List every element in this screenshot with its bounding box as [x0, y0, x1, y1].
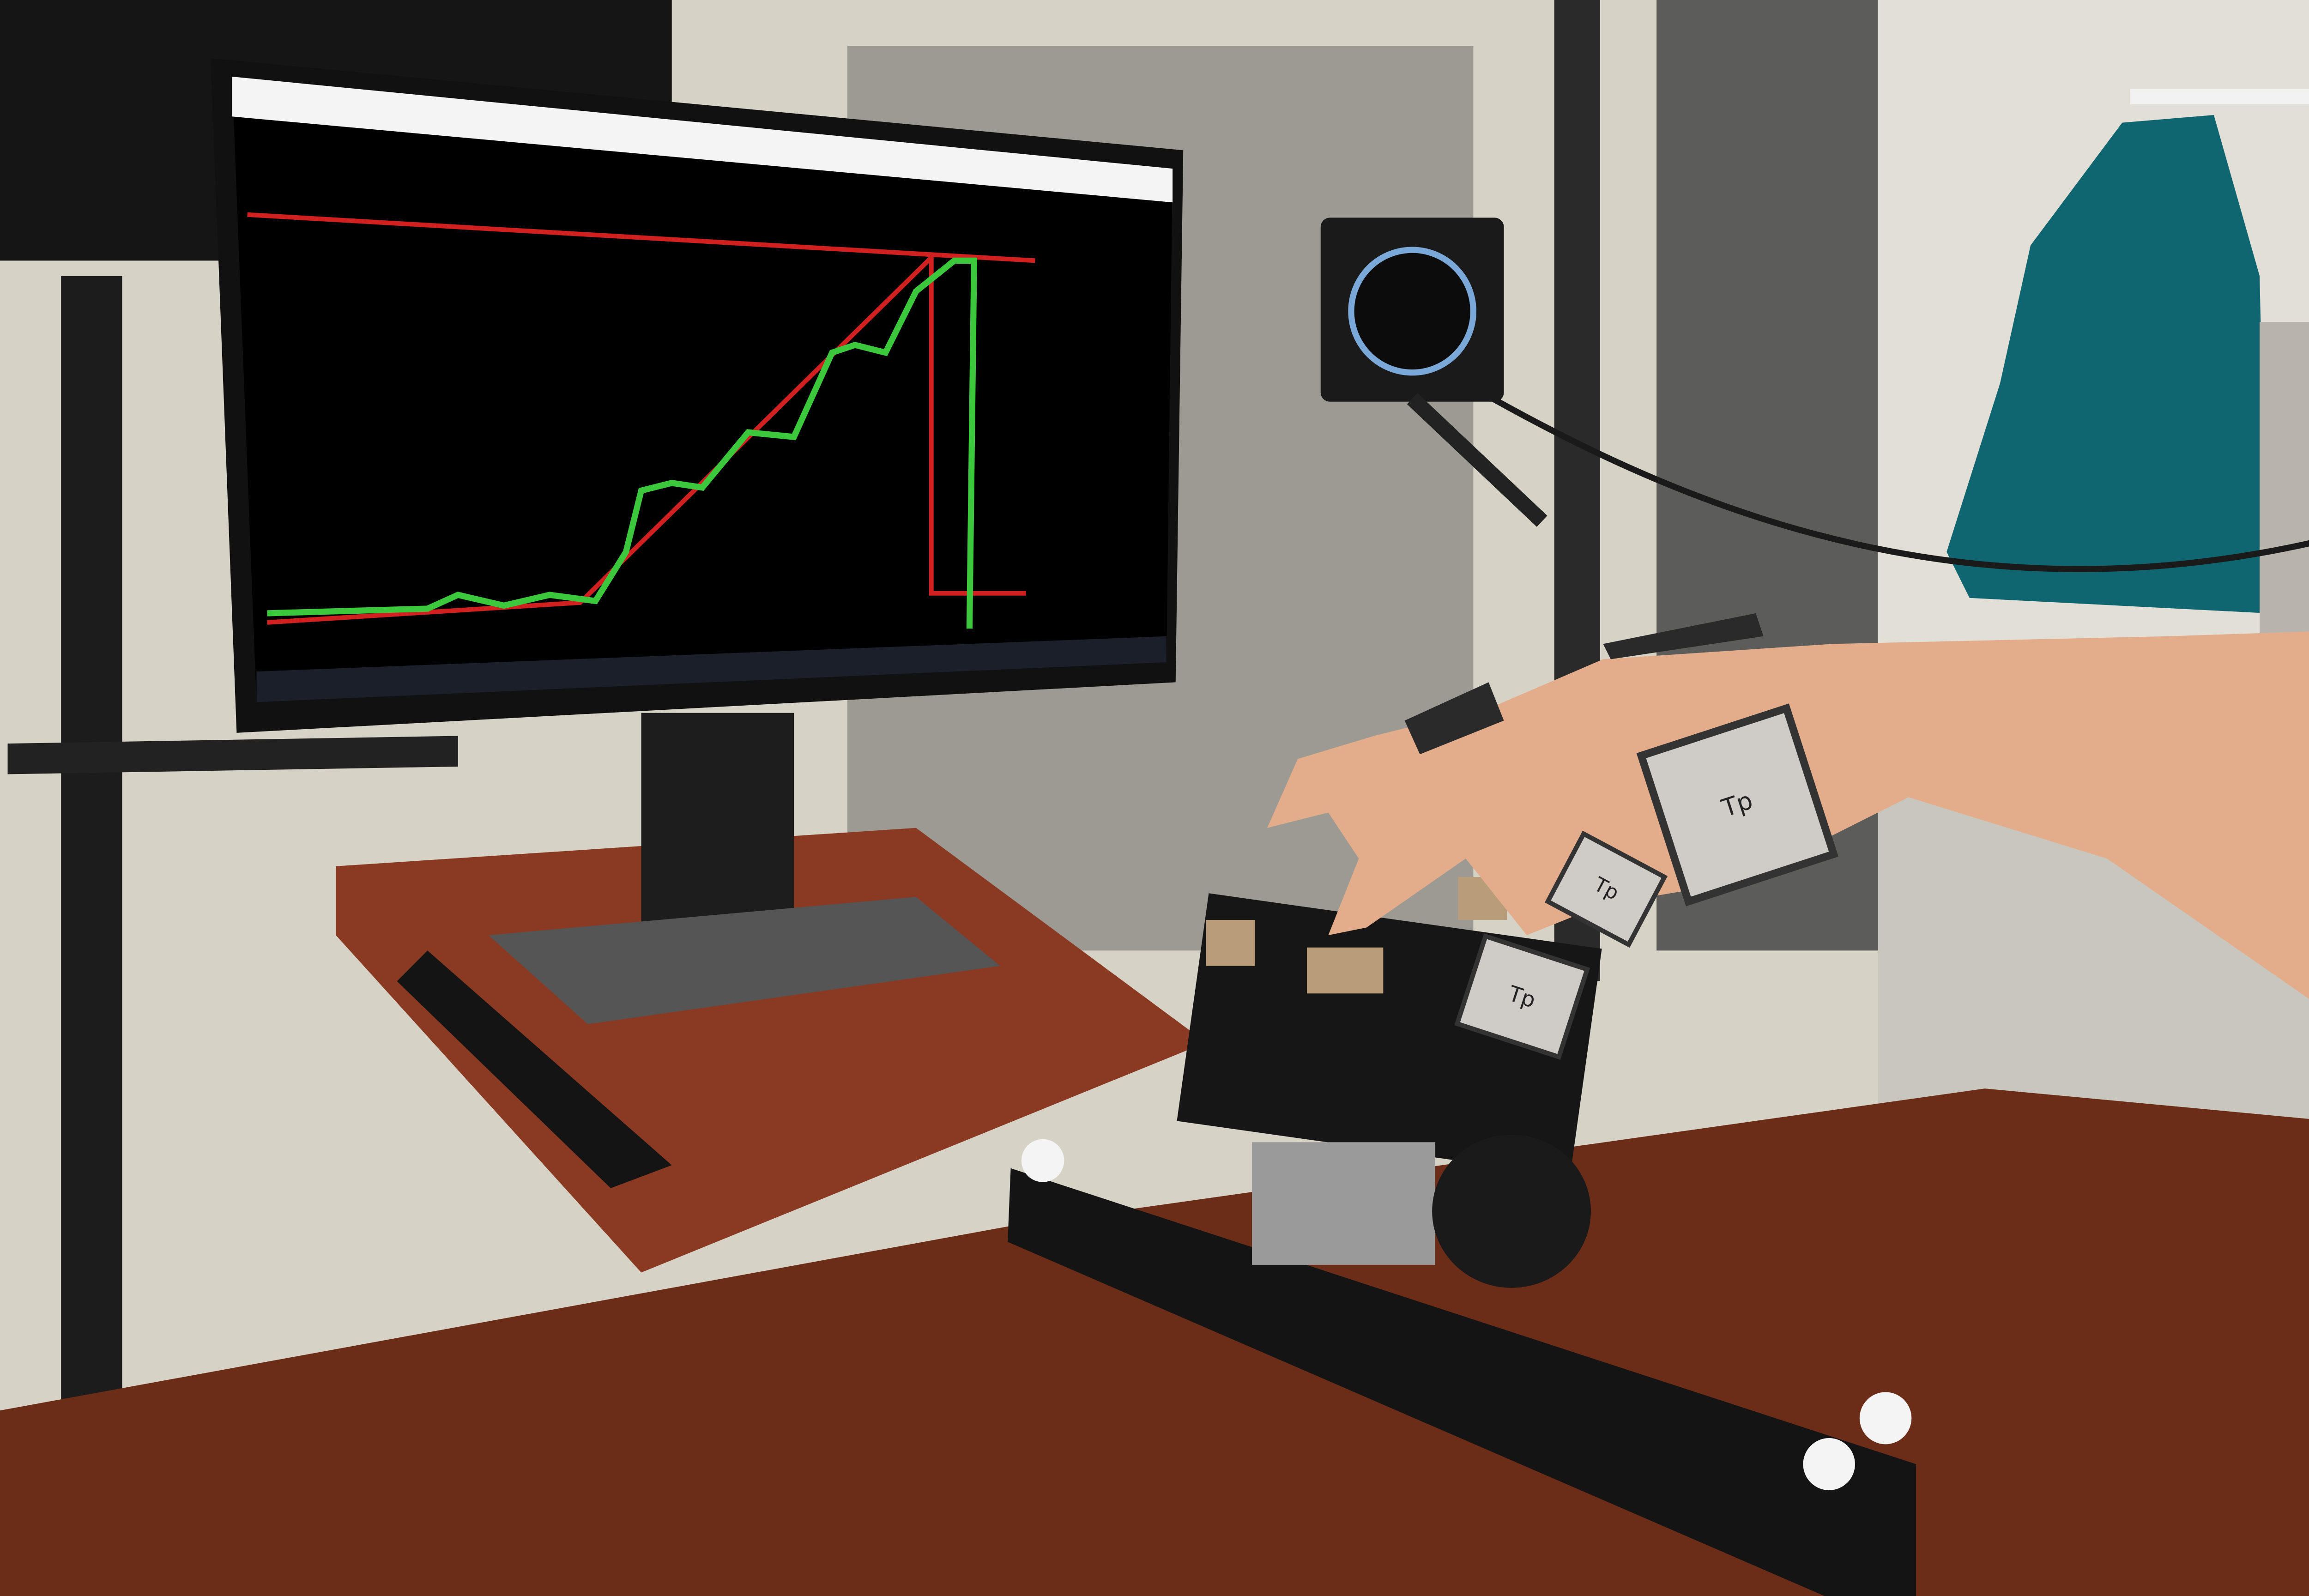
- jacket: [1946, 115, 2267, 613]
- hand: Tp Tp Tp: [1267, 613, 2309, 1060]
- monitor: [211, 58, 1184, 1024]
- motor-cap: [1432, 1134, 1591, 1288]
- marker-plate: [1544, 830, 1668, 948]
- cable: [1464, 381, 2309, 572]
- device: [1008, 877, 1916, 1596]
- monitor-screen: [232, 76, 1173, 702]
- stand-shelf: [7, 736, 458, 774]
- stand-pole: [61, 276, 122, 1457]
- camera-lens: [1348, 247, 1477, 376]
- monitor-base: [488, 897, 1000, 1024]
- target-top-line: [247, 212, 1035, 263]
- camera-arm: [1407, 393, 1547, 527]
- target-line: [267, 252, 1026, 625]
- marker-plate: [1636, 703, 1839, 907]
- reflective-ball: [1859, 1392, 1912, 1445]
- marker-plate: [1454, 933, 1590, 1060]
- pad: [1307, 947, 1384, 994]
- reflective-ball: [1021, 1139, 1064, 1182]
- monitor-stand: [641, 713, 794, 943]
- desk-edge: [397, 950, 672, 1188]
- pad: [1206, 919, 1255, 966]
- rail: [1008, 1168, 1916, 1596]
- shelf: [2260, 322, 2309, 675]
- window-titlebar: [232, 76, 1173, 203]
- force-line: [267, 257, 978, 629]
- marker: Tp: [1544, 830, 1668, 948]
- coat-rack: [2130, 89, 2309, 104]
- marker: Tp: [1454, 933, 1590, 1060]
- taskbar: [256, 636, 1167, 702]
- marker: Tp: [1636, 703, 1839, 907]
- reflective-ball: [1803, 1438, 1855, 1490]
- marker-plate: [1404, 682, 1504, 755]
- motor: [1252, 1142, 1435, 1265]
- camera: [1320, 0, 2309, 981]
- marker-plate: [1603, 613, 1764, 659]
